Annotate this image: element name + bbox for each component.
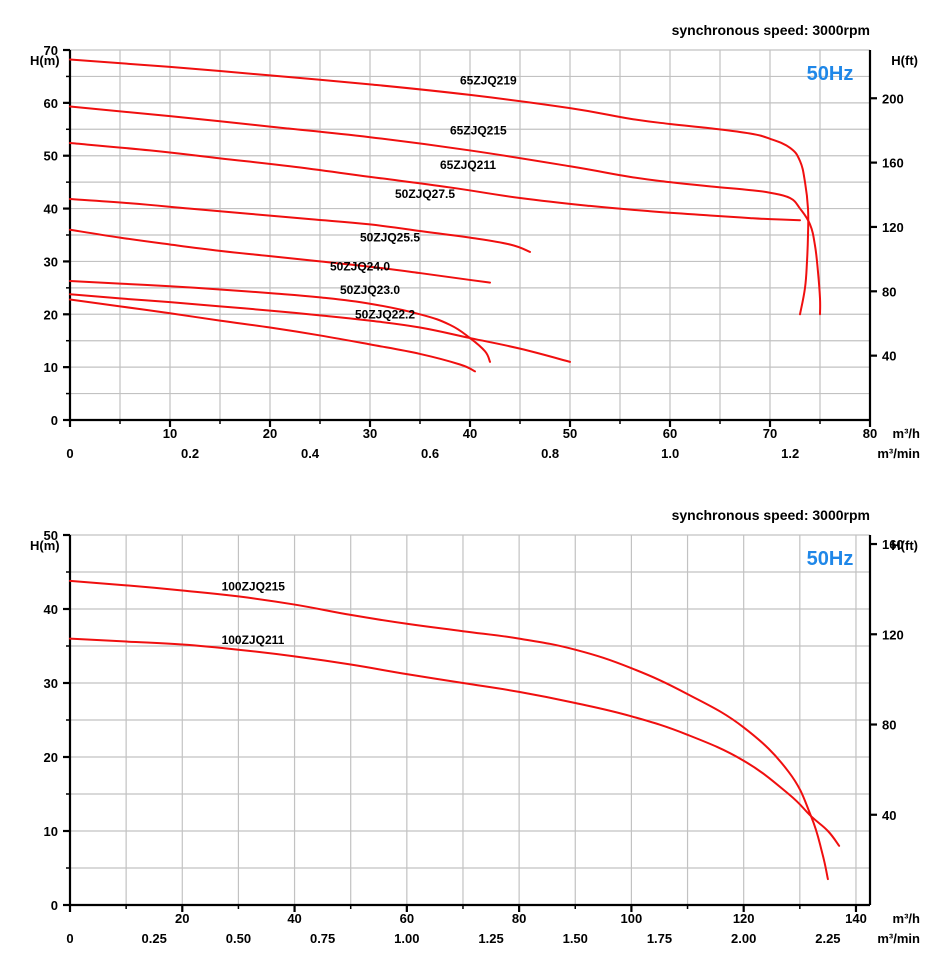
y-tick-label-right: 40 — [882, 349, 896, 364]
x-tick-label-bottom: 0.2 — [181, 446, 199, 461]
y-tick-label: 20 — [44, 307, 58, 322]
x-tick-label-bottom: 1.0 — [661, 446, 679, 461]
y-tick-label-right: 80 — [882, 718, 896, 733]
y-tick-label-right: 160 — [882, 156, 904, 171]
y-tick-label: 10 — [44, 360, 58, 375]
curve-label-65ZJQ215: 65ZJQ215 — [450, 124, 507, 138]
y-axis-label-left: H(m) — [30, 53, 60, 68]
x-tick-label-top: 60 — [400, 911, 414, 926]
x-tick-label-bottom: 2.25 — [815, 931, 840, 946]
x-tick-label-bottom: 0.50 — [226, 931, 251, 946]
y-tick-label: 20 — [44, 750, 58, 765]
x-tick-label-top: 30 — [363, 426, 377, 441]
x-tick-label-bottom: 1.2 — [781, 446, 799, 461]
curve-label-50ZJQ22.2: 50ZJQ22.2 — [355, 308, 415, 322]
y-tick-label: 50 — [44, 149, 58, 164]
x-tick-label-top: 140 — [845, 911, 867, 926]
synchronous-speed-label: synchronous speed: 3000rpm — [672, 22, 870, 38]
y-tick-label: 30 — [44, 676, 58, 691]
curve-label-65ZJQ219: 65ZJQ219 — [460, 73, 517, 87]
y-tick-label: 0 — [51, 413, 58, 428]
x-tick-label-bottom: 1.50 — [563, 931, 588, 946]
x-axis-label-bottom: m³/min — [877, 446, 920, 461]
x-tick-label-bottom: 0.25 — [142, 931, 167, 946]
x-tick-label-top: 120 — [733, 911, 755, 926]
synchronous-speed-label: synchronous speed: 3000rpm — [672, 507, 870, 523]
y-tick-label-right: 80 — [882, 284, 896, 299]
x-tick-label-bottom: 1.25 — [478, 931, 503, 946]
frequency-label: 50Hz — [807, 63, 854, 85]
y-tick-label-right: 120 — [882, 220, 904, 235]
x-tick-label-top: 60 — [663, 426, 677, 441]
y-tick-label-right: 120 — [882, 627, 904, 642]
y-tick-label: 40 — [44, 602, 58, 617]
y-tick-label: 10 — [44, 824, 58, 839]
x-tick-label-top: 40 — [463, 426, 477, 441]
x-tick-label-top: 70 — [763, 426, 777, 441]
pump-performance-charts: 010203040506070H(m)4080120160200H(ft)102… — [10, 10, 920, 969]
x-tick-label-bottom: 0 — [66, 446, 73, 461]
y-tick-label-right: 40 — [882, 808, 896, 823]
x-tick-label-top: 50 — [563, 426, 577, 441]
y-tick-label: 0 — [51, 898, 58, 913]
curve-label-50ZJQ27.5: 50ZJQ27.5 — [395, 187, 455, 201]
frequency-label: 50Hz — [807, 548, 854, 570]
curve-label-50ZJQ25.5: 50ZJQ25.5 — [360, 230, 420, 244]
x-tick-label-bottom: 1.75 — [647, 931, 672, 946]
curve-label-50ZJQ24.0: 50ZJQ24.0 — [330, 259, 390, 273]
curve-label-100ZJQ211: 100ZJQ211 — [222, 633, 285, 647]
y-tick-label: 40 — [44, 202, 58, 217]
y-axis-label-right: H(ft) — [891, 538, 918, 553]
curve-label-100ZJQ215: 100ZJQ215 — [222, 580, 286, 594]
x-tick-label-top: 80 — [863, 426, 877, 441]
curve-label-65ZJQ211: 65ZJQ211 — [440, 158, 496, 172]
x-axis-label-top: m³/h — [893, 426, 921, 441]
x-tick-label-top: 20 — [263, 426, 277, 441]
curve-label-50ZJQ23.0: 50ZJQ23.0 — [340, 283, 400, 297]
x-tick-label-bottom: 1.00 — [394, 931, 419, 946]
y-tick-label: 30 — [44, 254, 58, 269]
x-tick-label-top: 80 — [512, 911, 526, 926]
x-tick-label-top: 20 — [175, 911, 189, 926]
x-axis-label-top: m³/h — [893, 911, 921, 926]
x-tick-label-bottom: 0.4 — [301, 446, 320, 461]
y-tick-label: 60 — [44, 96, 58, 111]
x-tick-label-top: 100 — [621, 911, 643, 926]
x-tick-label-top: 40 — [287, 911, 301, 926]
x-axis-label-bottom: m³/min — [877, 931, 920, 946]
y-tick-label-right: 200 — [882, 91, 904, 106]
y-axis-label-left: H(m) — [30, 538, 60, 553]
y-axis-label-right: H(ft) — [891, 53, 918, 68]
x-tick-label-bottom: 2.00 — [731, 931, 756, 946]
x-tick-label-bottom: 0.6 — [421, 446, 439, 461]
x-tick-label-bottom: 0.75 — [310, 931, 335, 946]
x-tick-label-bottom: 0 — [66, 931, 73, 946]
x-tick-label-bottom: 0.8 — [541, 446, 559, 461]
x-tick-label-top: 10 — [163, 426, 177, 441]
